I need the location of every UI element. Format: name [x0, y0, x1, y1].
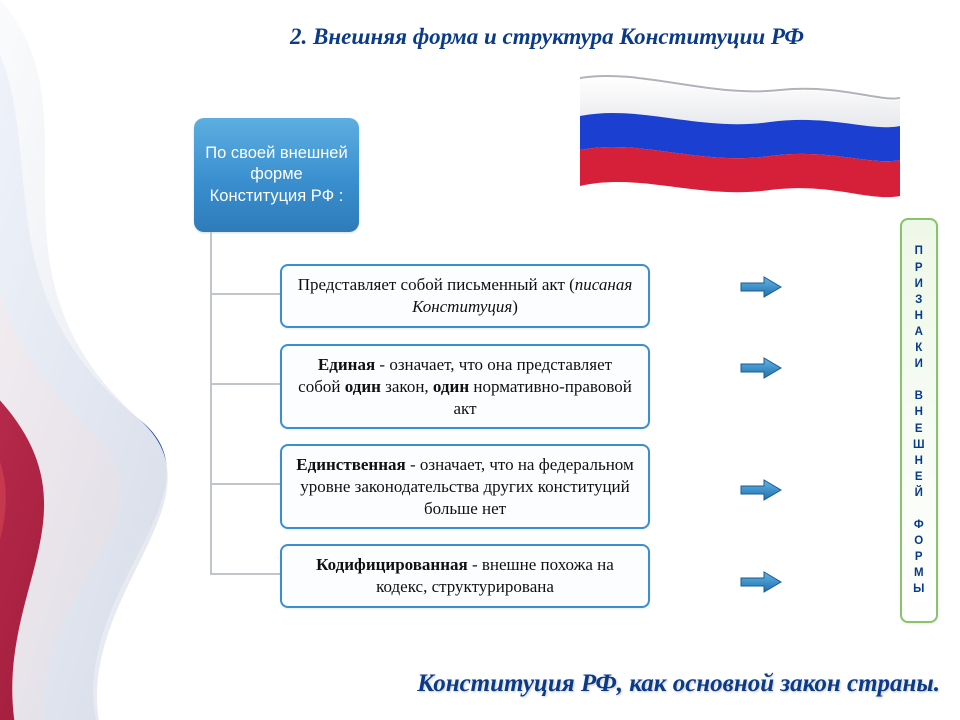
- connector-line: [210, 483, 280, 485]
- connector-line: [210, 573, 280, 575]
- sidebar-vertical-text: П Р И З Н А К И В Н Е Ш Н Е Й Ф О Р М Ы: [913, 243, 925, 597]
- diagram-header-box: По своей внешней форме Конституция РФ :: [194, 118, 359, 232]
- diagram-item-text: Представляет собой письменный акт (писан…: [296, 274, 634, 318]
- arrow-right-icon: [740, 478, 782, 502]
- slide-title: 2. Внешняя форма и структура Конституции…: [290, 24, 940, 50]
- diagram-item-text: Единая - означает, что она представляет …: [296, 354, 634, 419]
- diagram-item-text: Кодифицированная - внешне похожа на коде…: [296, 554, 634, 598]
- slide-footer: Конституция РФ, как основной закон стран…: [320, 670, 940, 698]
- connector-line: [210, 383, 280, 385]
- diagram-item-box: Представляет собой письменный акт (писан…: [280, 264, 650, 328]
- connector-line: [210, 232, 212, 573]
- arrow-right-icon: [740, 275, 782, 299]
- diagram-item-text: Единственная - означает, что на федераль…: [296, 454, 634, 519]
- arrow-right-icon: [740, 570, 782, 594]
- slide: 2. Внешняя форма и структура Конституции…: [0, 0, 960, 720]
- diagram-item-box: Единственная - означает, что на федераль…: [280, 444, 650, 529]
- hierarchy-diagram: По своей внешней форме Конституция РФ : …: [150, 118, 710, 638]
- diagram-item-box: Кодифицированная - внешне похожа на коде…: [280, 544, 650, 608]
- connector-line: [210, 293, 280, 295]
- arrow-right-icon: [740, 356, 782, 380]
- diagram-item-box: Единая - означает, что она представляет …: [280, 344, 650, 429]
- sidebar-vertical-label: П Р И З Н А К И В Н Е Ш Н Е Й Ф О Р М Ы: [900, 218, 938, 623]
